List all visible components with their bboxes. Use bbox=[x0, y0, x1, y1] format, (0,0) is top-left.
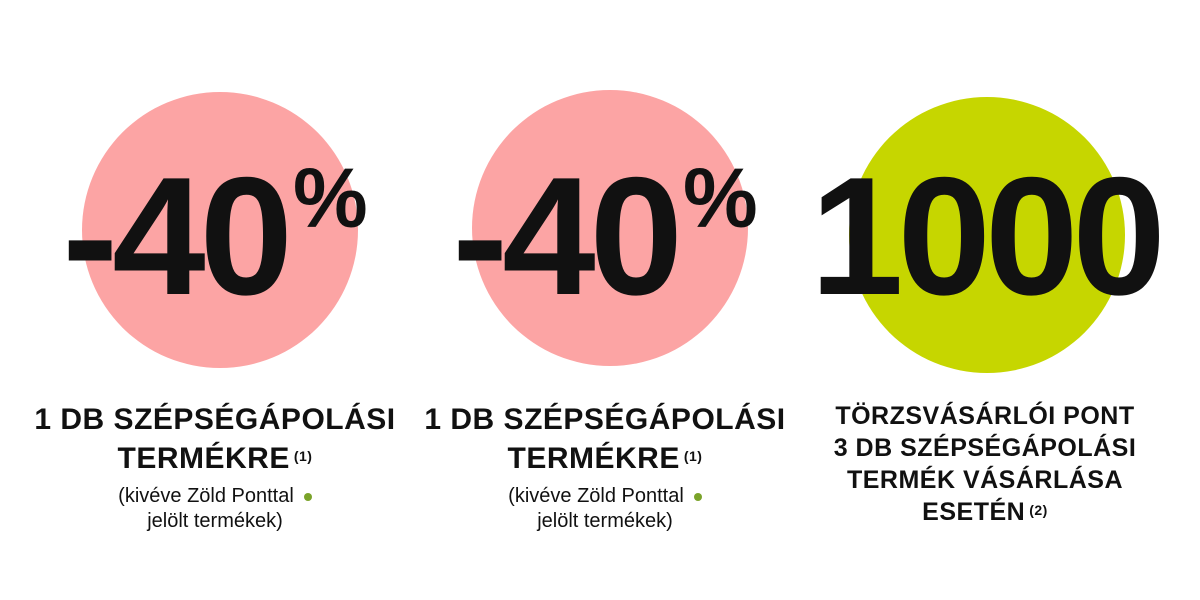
big-value: -40 bbox=[452, 142, 683, 330]
big-number: -40% bbox=[395, 152, 815, 320]
title-line: TERMÉK VÁSÁRLÁSA bbox=[846, 466, 1124, 494]
title-line-wrap: ESETÉN (2) bbox=[775, 496, 1195, 528]
big-number: 1000 bbox=[775, 152, 1195, 320]
footnote-ref: (1) bbox=[683, 448, 703, 464]
big-unit: % bbox=[683, 151, 758, 245]
title-line: 1 DB SZÉPSÉGÁPOLÁSI bbox=[424, 403, 786, 436]
title-line: TERMÉKRE bbox=[117, 442, 290, 475]
offer-title: 1 DB SZÉPSÉGÁPOLÁSI TERMÉKRE (1) bbox=[395, 400, 815, 478]
big-value: 1000 bbox=[810, 142, 1166, 330]
note-line: jelölt termékek) bbox=[537, 510, 673, 532]
green-dot bbox=[693, 492, 702, 501]
note-line: jelölt termékek) bbox=[147, 510, 283, 532]
badge-circle bbox=[849, 97, 1125, 373]
footnote-ref: (2) bbox=[1029, 502, 1048, 518]
offer-note: (kivéve Zöld Ponttal jelölt termékek) bbox=[395, 484, 815, 534]
big-value: -40 bbox=[62, 142, 293, 330]
title-line: ESETÉN bbox=[922, 498, 1026, 526]
note-line: (kivéve Zöld Ponttal bbox=[508, 485, 684, 507]
footnote-ref: (1) bbox=[293, 448, 313, 464]
title-line: 1 DB SZÉPSÉGÁPOLÁSI bbox=[34, 403, 396, 436]
note-line-wrap: (kivéve Zöld Ponttal bbox=[5, 484, 425, 509]
title-line: TÖRZSVÁSÁRLÓI PONT bbox=[835, 402, 1135, 430]
offer-title: 1 DB SZÉPSÉGÁPOLÁSI TERMÉKRE (1) bbox=[5, 400, 425, 478]
offer-note: (kivéve Zöld Ponttal jelölt termékek) bbox=[5, 484, 425, 534]
title-line: TERMÉKRE bbox=[507, 442, 680, 475]
badge-circle bbox=[472, 90, 748, 366]
offer-title: TÖRZSVÁSÁRLÓI PONT 3 DB SZÉPSÉGÁPOLÁSI T… bbox=[775, 400, 1195, 528]
big-number: -40% bbox=[5, 152, 425, 320]
note-line-wrap: (kivéve Zöld Ponttal bbox=[395, 484, 815, 509]
title-line-wrap: TERMÉKRE (1) bbox=[395, 439, 815, 478]
big-unit: % bbox=[293, 151, 368, 245]
title-line: 3 DB SZÉPSÉGÁPOLÁSI bbox=[833, 434, 1137, 462]
green-dot bbox=[303, 492, 312, 501]
note-line: (kivéve Zöld Ponttal bbox=[118, 485, 294, 507]
badge-circle bbox=[82, 92, 358, 368]
title-line-wrap: TERMÉKRE (1) bbox=[5, 439, 425, 478]
